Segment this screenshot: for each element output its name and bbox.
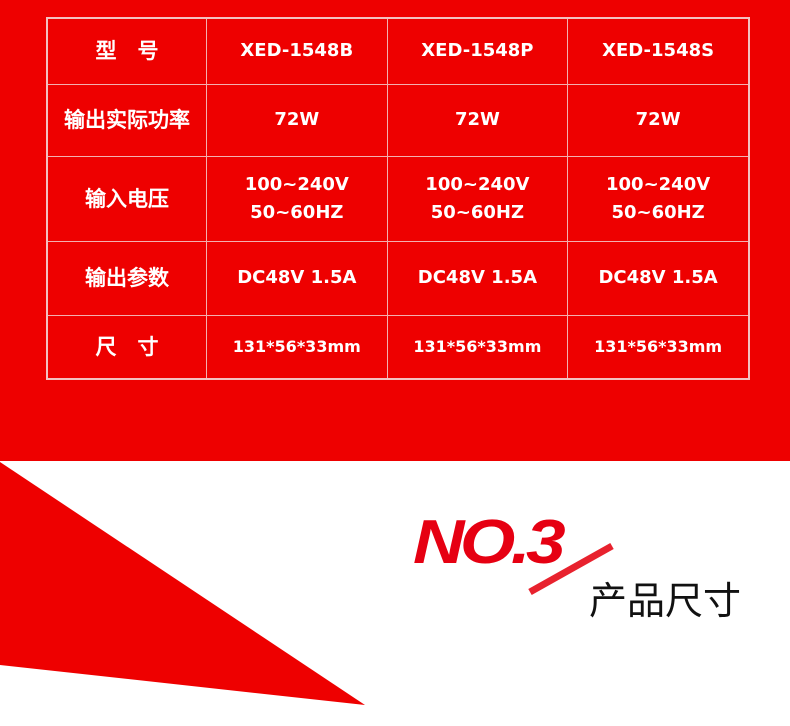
table-cell: 100~240V 50~60HZ [567, 155, 750, 242]
table-cell: 131*56*33mm [567, 314, 750, 380]
table-cell: 100~240V 50~60HZ [206, 155, 388, 242]
row-label: 输出参数 [46, 240, 207, 316]
row-label: 输入电压 [46, 155, 207, 242]
table-cell: DC48V 1.5A [386, 240, 569, 316]
row-label: 尺 寸 [46, 314, 207, 380]
table-cell: DC48V 1.5A [206, 240, 388, 316]
table-cell: 131*56*33mm [386, 314, 569, 380]
section-number: NO.3 [413, 508, 566, 577]
decorative-slash [528, 542, 614, 596]
table-cell: XED-1548P [386, 17, 569, 85]
section-title: 产品尺寸 [589, 579, 742, 623]
table-row: 输入电压 100~240V 50~60HZ 100~240V 50~60HZ 100~… [46, 155, 750, 242]
table-row: 输出参数 DC48V 1.5A DC48V 1.5A DC48V 1.5A [46, 240, 750, 316]
table-cell: 72W [386, 83, 569, 157]
spec-table: 型 号 XED-1548B XED-1548P XED-1548S 输出实际功率 72W 7… [46, 17, 750, 380]
table-cell: 72W [567, 83, 750, 157]
table-cell: 100~240V 50~60HZ [386, 155, 569, 242]
table-row: 尺 寸 131*56*33mm 131*56*33mm 131*56*33mm [46, 314, 750, 380]
